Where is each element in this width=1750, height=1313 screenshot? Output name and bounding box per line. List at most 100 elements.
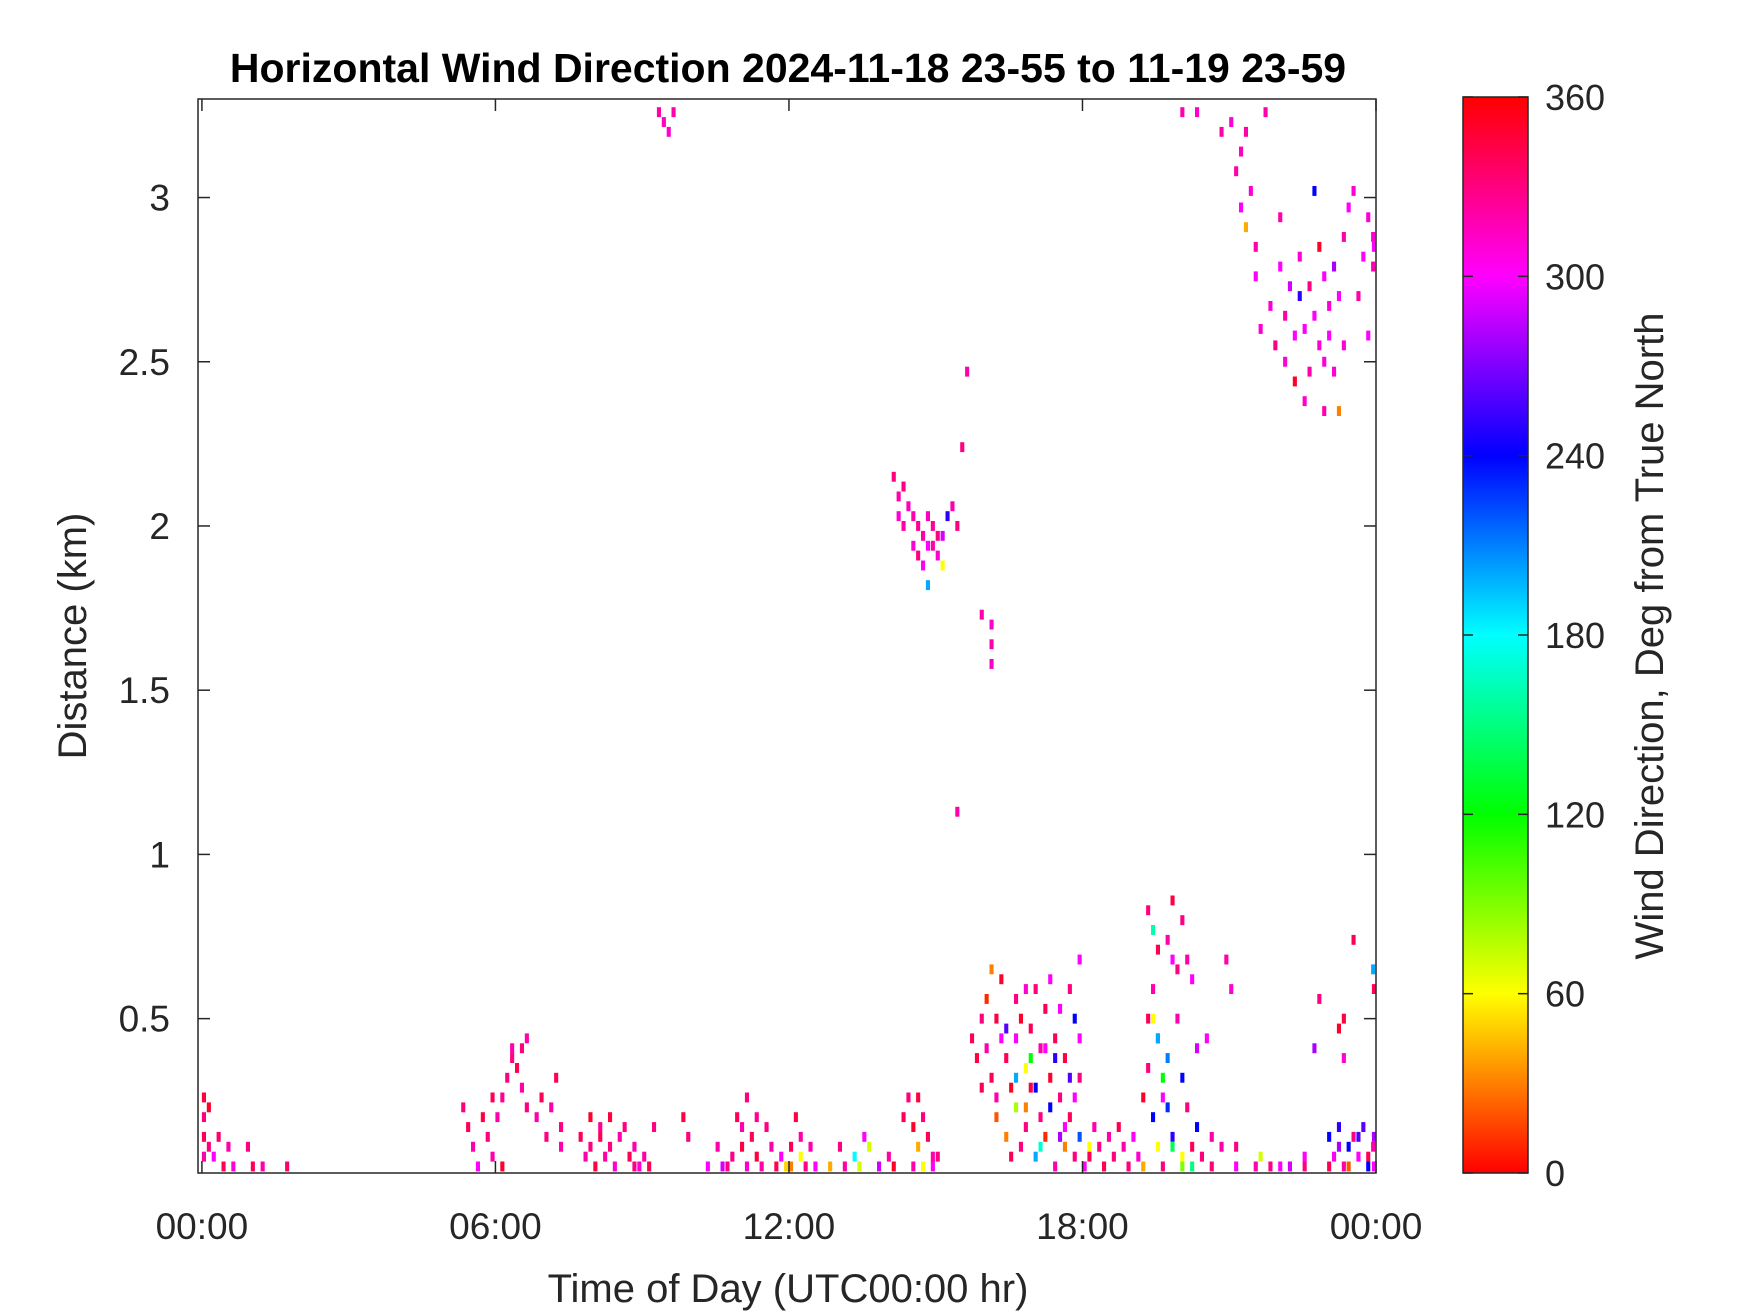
heatmap-cell	[1116, 1122, 1121, 1132]
heatmap-cell	[1317, 994, 1322, 1004]
heatmap-cell	[1062, 1141, 1067, 1152]
heatmap-cell	[681, 1112, 686, 1123]
heatmap-cell	[500, 1092, 505, 1103]
heatmap-cell	[1278, 261, 1283, 272]
heatmap-cell	[1048, 1072, 1053, 1083]
chart-title: Horizontal Wind Direction 2024-11-18 23-…	[230, 45, 1346, 91]
heatmap-cell	[921, 1112, 926, 1123]
heatmap-cell	[1336, 1023, 1341, 1034]
heatmap-cell	[461, 1102, 466, 1113]
heatmap-cell	[1014, 1072, 1019, 1083]
heatmap-cell	[201, 1131, 206, 1142]
heatmap-cell	[1058, 1131, 1063, 1142]
heatmap-cell	[510, 1053, 515, 1063]
heatmap-cell	[559, 1141, 564, 1152]
heatmap-cell	[1155, 1033, 1160, 1044]
heatmap-cell	[1072, 1151, 1077, 1162]
heatmap-cell	[524, 1033, 529, 1044]
heatmap-cell	[539, 1092, 544, 1103]
heatmap-cell	[1014, 1033, 1019, 1044]
heatmap-cell	[1273, 340, 1278, 351]
heatmap-cell	[1165, 1102, 1170, 1113]
heatmap-cell	[749, 1131, 754, 1142]
heatmap-cell	[921, 1161, 926, 1172]
heatmap-cell	[505, 1072, 510, 1083]
heatmap-cell	[1356, 1131, 1361, 1142]
heatmap-cell	[1033, 1082, 1038, 1093]
heatmap-cell	[1297, 291, 1302, 301]
heatmap-cell	[921, 560, 926, 571]
heatmap-cell	[1023, 1102, 1028, 1113]
x-axis-label: Time of Day (UTC00:00 hr)	[548, 1267, 1029, 1311]
heatmap-cell	[1322, 406, 1327, 416]
x-tick-label: 12:00	[743, 1206, 836, 1247]
heatmap-cell	[524, 1102, 529, 1113]
heatmap-cell	[1356, 1151, 1361, 1162]
heatmap-cell	[466, 1122, 471, 1132]
heatmap-cell	[999, 974, 1004, 985]
heatmap-cell	[916, 550, 921, 561]
heatmap-cell	[519, 1082, 524, 1093]
heatmap-cell	[930, 540, 935, 551]
heatmap-cell	[1366, 1151, 1371, 1162]
heatmap-cell	[886, 1151, 891, 1162]
heatmap-cell	[930, 1161, 935, 1172]
y-tick-label: 3	[149, 178, 170, 219]
heatmap-cell	[1287, 281, 1292, 292]
heatmap-cell	[201, 1151, 206, 1162]
heatmap-cell	[754, 1151, 759, 1162]
heatmap-cell	[808, 1141, 813, 1152]
colorbar-tick-label: 0	[1545, 1153, 1565, 1194]
heatmap-cell	[1077, 954, 1082, 965]
heatmap-cell	[1028, 1053, 1033, 1063]
heatmap-cell	[1185, 1102, 1190, 1113]
heatmap-cell	[1165, 1053, 1170, 1063]
heatmap-cell	[1180, 1151, 1185, 1162]
y-axis: 0.5 1 1.5 2 2.5 3	[119, 178, 1376, 1040]
heatmap-cell	[935, 1151, 940, 1162]
heatmap-cell	[1366, 330, 1371, 341]
heatmap-cell	[1224, 954, 1229, 965]
heatmap-cell	[989, 619, 994, 630]
heatmap-cell	[578, 1131, 583, 1142]
heatmap-cells	[201, 107, 1376, 1172]
heatmap-cell	[1092, 1122, 1097, 1132]
heatmap-cell	[1312, 1043, 1317, 1054]
heatmap-cell	[1332, 366, 1337, 377]
heatmap-cell	[828, 1161, 833, 1172]
heatmap-cell	[901, 481, 906, 492]
heatmap-cell	[798, 1131, 803, 1142]
heatmap-cell	[837, 1141, 842, 1152]
heatmap-cell	[245, 1141, 250, 1152]
heatmap-cell	[495, 1112, 500, 1123]
heatmap-cell	[632, 1141, 637, 1152]
heatmap-cell	[896, 511, 901, 522]
heatmap-cell	[1067, 1112, 1072, 1123]
heatmap-cell	[1067, 1072, 1072, 1083]
heatmap-cell	[906, 501, 911, 512]
heatmap-cell	[612, 1161, 617, 1172]
heatmap-cell	[1111, 1151, 1116, 1162]
heatmap-cell	[1351, 1131, 1356, 1142]
heatmap-cell	[661, 117, 666, 127]
heatmap-cell	[1028, 1023, 1033, 1034]
colorbar	[1462, 96, 1529, 1174]
y-tick-label: 0.5	[119, 999, 170, 1040]
colorbar-tick-label: 360	[1545, 77, 1605, 118]
heatmap-cell	[911, 540, 916, 551]
heatmap-cell	[867, 1141, 872, 1152]
heatmap-cell	[1038, 1112, 1043, 1123]
heatmap-cell	[1077, 1072, 1082, 1083]
heatmap-cell	[744, 1161, 749, 1172]
heatmap-cell	[1307, 366, 1312, 377]
heatmap-cell	[1033, 1151, 1038, 1162]
heatmap-cell	[1077, 1033, 1082, 1044]
heatmap-cell	[1341, 340, 1346, 351]
heatmap-cell	[1351, 186, 1356, 196]
heatmap-cell	[1287, 1161, 1292, 1172]
heatmap-cell	[813, 1161, 818, 1172]
heatmap-cell	[647, 1161, 652, 1172]
heatmap-cell	[1170, 895, 1175, 906]
heatmap-cell	[1180, 1161, 1185, 1172]
heatmap-cell	[1180, 1072, 1185, 1083]
